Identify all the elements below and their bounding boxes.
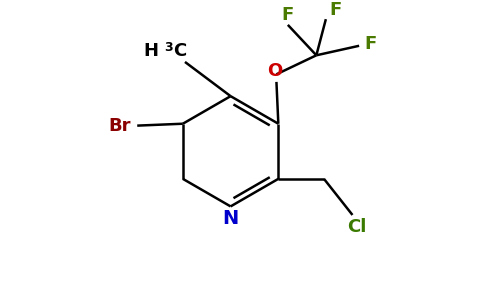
Text: N: N [223, 209, 239, 228]
Text: F: F [282, 6, 294, 24]
Text: F: F [329, 1, 342, 19]
Text: O: O [267, 62, 282, 80]
Text: H: H [143, 41, 158, 59]
Text: 3: 3 [164, 41, 173, 54]
Text: F: F [364, 35, 377, 53]
Text: C: C [174, 41, 187, 59]
Text: Br: Br [109, 117, 131, 135]
Text: Cl: Cl [348, 218, 367, 236]
